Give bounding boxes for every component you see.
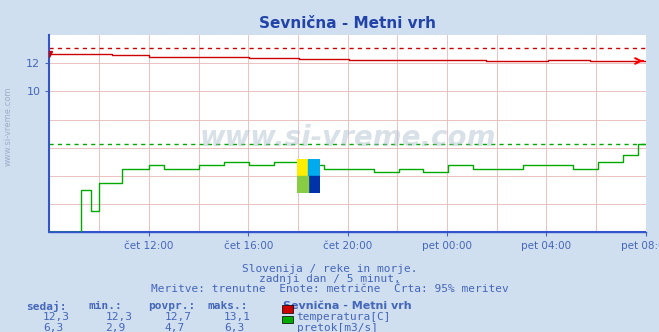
Text: www.si-vreme.com: www.si-vreme.com xyxy=(3,86,13,166)
Text: Slovenija / reke in morje.: Slovenija / reke in morje. xyxy=(242,264,417,274)
Text: Meritve: trenutne  Enote: metrične  Črta: 95% meritev: Meritve: trenutne Enote: metrične Črta: … xyxy=(151,284,508,294)
Text: www.si-vreme.com: www.si-vreme.com xyxy=(200,124,496,152)
Bar xyxy=(297,176,308,193)
Text: sedaj:: sedaj: xyxy=(26,301,67,312)
Text: min.:: min.: xyxy=(89,301,123,311)
Text: Sevnična - Metni vrh: Sevnična - Metni vrh xyxy=(283,301,412,311)
Text: pretok[m3/s]: pretok[m3/s] xyxy=(297,323,378,332)
Text: temperatura[C]: temperatura[C] xyxy=(297,312,391,322)
Text: 4,7: 4,7 xyxy=(165,323,185,332)
Bar xyxy=(308,176,320,193)
Text: 12,3: 12,3 xyxy=(43,312,70,322)
Text: 2,9: 2,9 xyxy=(105,323,126,332)
Text: maks.:: maks.: xyxy=(208,301,248,311)
Title: Sevnična - Metni vrh: Sevnična - Metni vrh xyxy=(259,16,436,31)
Text: 12,3: 12,3 xyxy=(105,312,132,322)
Text: 6,3: 6,3 xyxy=(43,323,63,332)
Text: povpr.:: povpr.: xyxy=(148,301,196,311)
Text: zadnji dan / 5 minut.: zadnji dan / 5 minut. xyxy=(258,274,401,284)
Text: 6,3: 6,3 xyxy=(224,323,244,332)
Bar xyxy=(297,159,308,176)
Text: 13,1: 13,1 xyxy=(224,312,251,322)
Text: 12,7: 12,7 xyxy=(165,312,192,322)
Bar xyxy=(308,159,320,176)
